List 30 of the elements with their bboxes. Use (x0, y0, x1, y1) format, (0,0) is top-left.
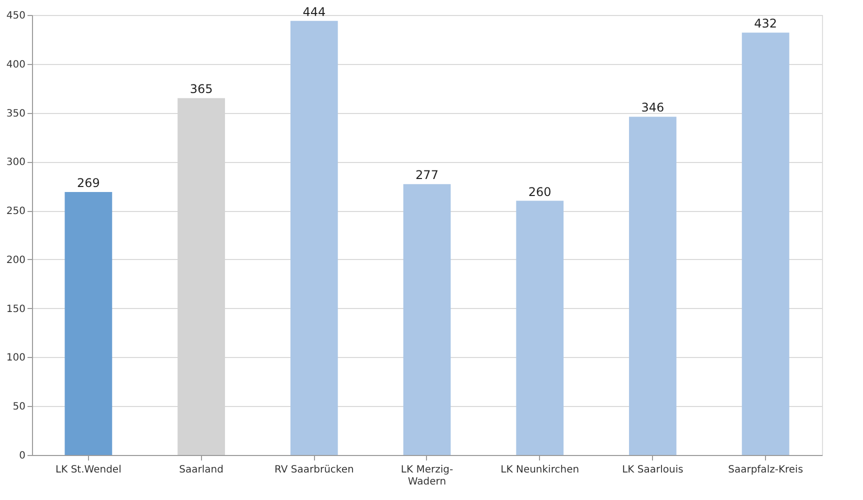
data-label: 444 (302, 4, 326, 19)
data-label: 260 (528, 184, 552, 199)
x-tick-label: LK Merzig-Wadern (400, 464, 454, 488)
bar (290, 20, 338, 455)
bar (516, 200, 564, 455)
y-tick-label: 450 (6, 10, 26, 22)
x-tick-label: Saarpfalz-Kreis (728, 464, 804, 476)
bar (403, 184, 451, 455)
data-label: 365 (190, 82, 213, 96)
bar (629, 116, 676, 455)
x-tick-label: RV Saarbrücken (274, 464, 354, 476)
x-tick-label: LK St.Wendel (56, 464, 122, 476)
y-tick-label: 200 (6, 254, 26, 266)
y-tick-label: 350 (6, 108, 26, 120)
y-tick-label: 50 (12, 402, 26, 413)
y-tick-label: 150 (6, 304, 26, 315)
y-tick-label: 300 (6, 157, 26, 168)
y-tick-label: 250 (6, 206, 26, 218)
data-label: 432 (754, 16, 778, 31)
y-tick-label: 400 (6, 59, 26, 70)
bar (742, 32, 790, 455)
data-label: 269 (76, 176, 100, 190)
y-tick-label: 100 (6, 352, 26, 364)
x-tick-label: LK Neunkirchen (500, 464, 580, 476)
bar (64, 192, 112, 455)
x-tick-label: LK Saarlouis (622, 464, 684, 476)
data-label: 277 (416, 168, 438, 182)
x-tick-label: Saarland (179, 464, 224, 476)
y-tick-label: 0 (19, 450, 26, 462)
data-label: 346 (641, 100, 664, 115)
